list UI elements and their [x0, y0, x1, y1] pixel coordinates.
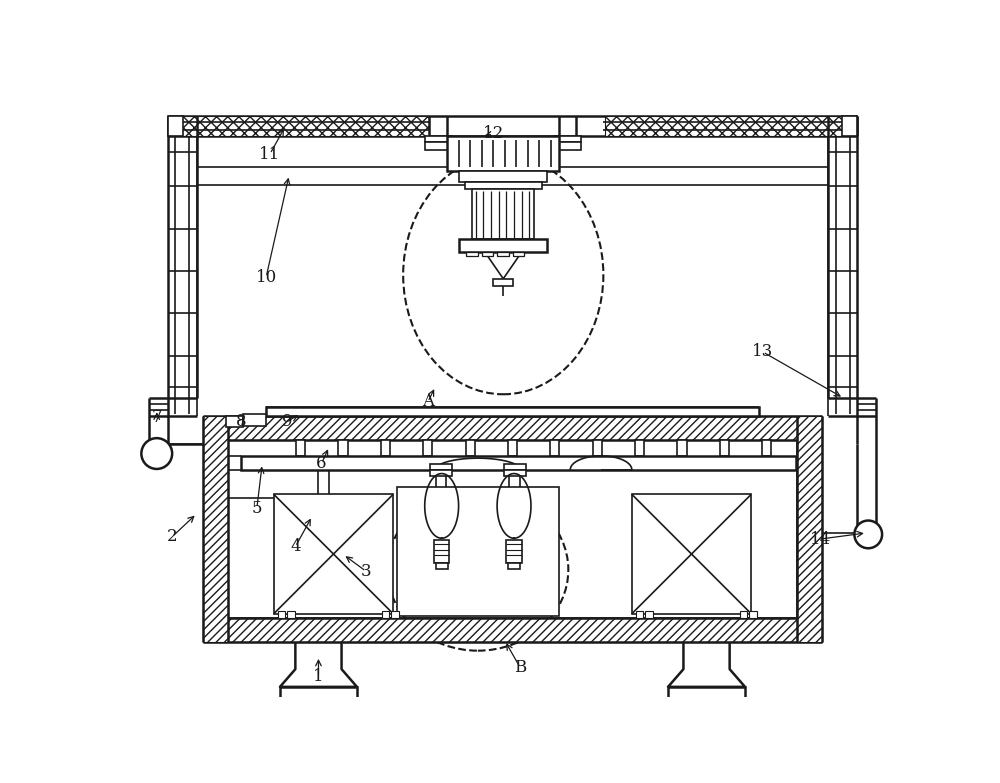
Bar	[472, 189, 534, 240]
Bar	[280, 687, 357, 701]
Bar	[425, 143, 452, 150]
Text: 7: 7	[151, 409, 162, 426]
Bar	[382, 612, 389, 618]
Bar	[508, 563, 520, 569]
Bar	[423, 441, 432, 456]
Text: 13: 13	[752, 344, 773, 360]
Text: 4: 4	[290, 538, 301, 555]
Circle shape	[141, 438, 172, 469]
Bar	[740, 612, 747, 618]
Bar	[203, 618, 822, 642]
Bar	[447, 136, 559, 171]
Text: 1: 1	[313, 669, 324, 685]
Bar	[550, 441, 559, 456]
Text: 9: 9	[282, 413, 293, 430]
Bar	[645, 612, 653, 618]
Circle shape	[854, 521, 882, 548]
Text: 8: 8	[236, 413, 247, 430]
Bar	[466, 441, 475, 456]
Bar	[720, 441, 729, 456]
Bar	[466, 252, 478, 256]
Bar	[430, 464, 452, 470]
Bar	[287, 612, 295, 618]
Bar	[636, 612, 643, 618]
Bar	[497, 252, 509, 256]
Bar	[266, 406, 759, 416]
Bar	[434, 539, 449, 563]
Text: 11: 11	[259, 146, 281, 163]
Bar	[425, 136, 452, 143]
Bar	[762, 441, 771, 456]
Bar	[605, 116, 857, 136]
Bar	[504, 470, 526, 476]
Bar	[797, 416, 822, 642]
Bar	[554, 143, 581, 150]
Bar	[459, 240, 547, 252]
Text: 14: 14	[810, 531, 831, 547]
Bar	[168, 116, 183, 136]
Bar	[226, 416, 243, 427]
Bar	[243, 413, 266, 426]
Bar	[668, 687, 745, 701]
Bar	[482, 252, 493, 256]
Text: 5: 5	[252, 500, 262, 517]
Bar	[512, 252, 524, 256]
Bar	[506, 539, 522, 563]
Bar	[593, 441, 602, 456]
Text: 10: 10	[255, 269, 277, 286]
Bar	[632, 494, 751, 614]
Bar	[274, 494, 393, 614]
Bar	[635, 441, 644, 456]
Bar	[203, 416, 822, 441]
Bar	[554, 136, 581, 143]
Bar	[381, 441, 390, 456]
Text: B: B	[514, 659, 526, 676]
Bar	[397, 487, 559, 616]
Text: 2: 2	[167, 529, 177, 545]
Bar	[168, 116, 429, 136]
Bar	[749, 612, 757, 618]
Bar	[391, 612, 399, 618]
Bar	[677, 441, 687, 456]
Text: A: A	[422, 394, 434, 410]
Bar	[296, 441, 305, 456]
Bar	[436, 563, 448, 569]
Bar	[228, 441, 797, 618]
Bar	[241, 456, 796, 470]
Bar	[430, 470, 452, 476]
Bar	[203, 416, 228, 642]
Bar	[278, 612, 285, 618]
Text: 3: 3	[361, 563, 372, 580]
Bar	[504, 464, 526, 470]
Bar	[459, 171, 547, 182]
Text: 12: 12	[483, 125, 504, 143]
Bar	[508, 441, 517, 456]
Text: 6: 6	[316, 455, 327, 472]
Bar	[842, 116, 857, 136]
Bar	[338, 441, 348, 456]
Bar	[493, 279, 513, 287]
Bar	[465, 182, 542, 189]
